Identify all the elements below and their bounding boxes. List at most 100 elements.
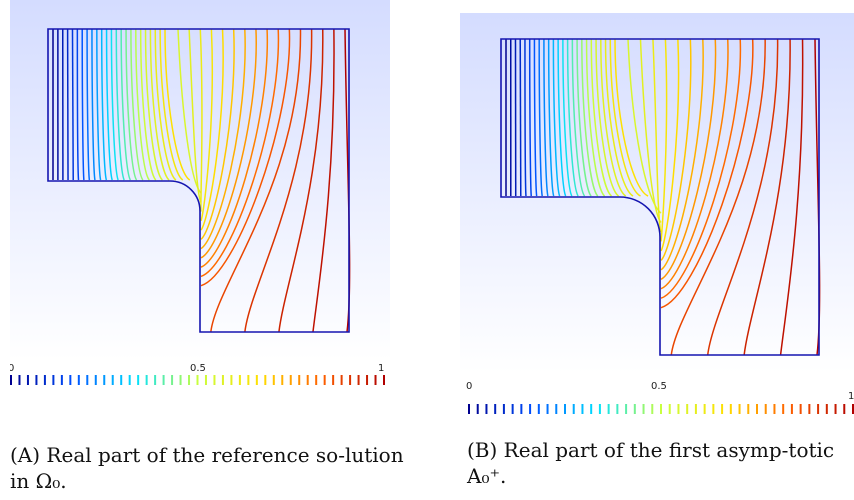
contour-line [210,28,302,333]
colorbar-tick [340,375,343,385]
contour-line [91,28,96,181]
colorbar-tick [555,404,558,414]
colorbar-tick [289,375,292,385]
caption-b: (B) Real part of the first asymp-totic A… [467,437,847,489]
colorbar-tick [651,404,654,414]
contour-line [130,28,144,181]
colorbar-tick [366,375,369,385]
colorbar-tick [694,404,697,414]
colorbar-tick [529,404,532,414]
contour-line [86,28,91,181]
colorbar-tick [272,375,275,385]
contour-line [609,38,641,197]
colorbar-tick [349,375,352,385]
colorbar-tick [834,404,837,414]
colorbar-tick [616,404,619,414]
contour-line [115,28,125,181]
colorbar-tick [213,375,216,385]
contour-line [585,38,606,197]
colorbar-min-label: 0 [10,363,14,374]
contour-line [743,38,791,356]
contour-line [200,28,224,231]
contour-line [244,28,313,333]
contour-line [660,38,668,242]
contour-line [278,28,324,333]
colorbar-tick [332,375,335,385]
contour-line [200,28,291,287]
colorbar-tick [230,375,233,385]
colorbar-max-label: 1 [848,391,854,402]
colorbar [468,404,854,414]
contour-line [110,28,119,181]
colorbar-tick [476,404,479,414]
colorbar-tick [625,404,628,414]
colorbar-tick [35,375,38,385]
colorbar-tick [52,375,55,385]
contour-line [652,38,662,233]
contour-line [660,38,692,261]
colorbar-tick [128,375,131,385]
contour-line [312,28,335,333]
contour-plot-a: 0 0.5 1 [10,0,390,385]
contour-line [660,38,754,309]
colorbar-tick [103,375,106,385]
contour-line [779,38,804,356]
colorbar-tick [255,375,258,385]
contour-line [524,38,527,197]
contour-line [125,28,138,181]
contour-line [200,28,214,222]
contour-line [528,38,533,197]
colorbar-tick [171,375,174,385]
render-background [460,13,854,373]
colorbar-tick [546,404,549,414]
contour-line [576,38,592,197]
contour-line [149,28,170,181]
colorbar-tick [383,375,385,385]
domain-outline [500,38,820,356]
colorbar-tick [485,404,488,414]
contour-line [200,28,280,278]
colorbar-tick [738,404,741,414]
contour-line [706,38,779,356]
colorbar-tick [790,404,793,414]
colorbar-tick [221,375,224,385]
colorbar-tick [825,404,828,414]
contour-line [76,28,80,181]
colorbar-tick [668,404,671,414]
colorbar-tick [204,375,207,385]
contour-line [200,28,246,250]
colorbar-tick [154,375,157,385]
contour-line [105,28,113,181]
colorbar-tick [843,404,846,414]
panel-a: 0 0.5 1 [10,0,390,400]
contour-lines [52,28,351,333]
colorbar-tick [357,375,360,385]
contour-line [519,38,522,197]
colorbar-tick [817,404,820,414]
colorbar-tick [306,375,309,385]
contour-line [557,38,567,197]
contour-line [144,28,164,181]
colorbar-mid-label: 0.5 [190,363,206,374]
colorbar-tick [60,375,63,385]
caption-tag: (B) [467,438,498,462]
colorbar-tick [196,375,199,385]
colorbar-tick [747,404,750,414]
colorbar-tick [686,404,689,414]
colorbar-tick [642,404,645,414]
colorbar-tick [468,404,470,414]
colorbar-tick [729,404,732,414]
colorbar-tick [590,404,593,414]
colorbar-tick [677,404,680,414]
contour-line [590,38,613,197]
colorbar-tick [111,375,114,385]
colorbar-tick [494,404,497,414]
colorbar-tick [77,375,80,385]
colorbar-tick [69,375,72,385]
colorbar-tick [137,375,140,385]
colorbar-max-label: 1 [378,363,384,374]
contour-line [533,38,538,197]
contour-line [547,38,555,197]
contour-line [600,38,627,197]
colorbar-tick [799,404,802,414]
